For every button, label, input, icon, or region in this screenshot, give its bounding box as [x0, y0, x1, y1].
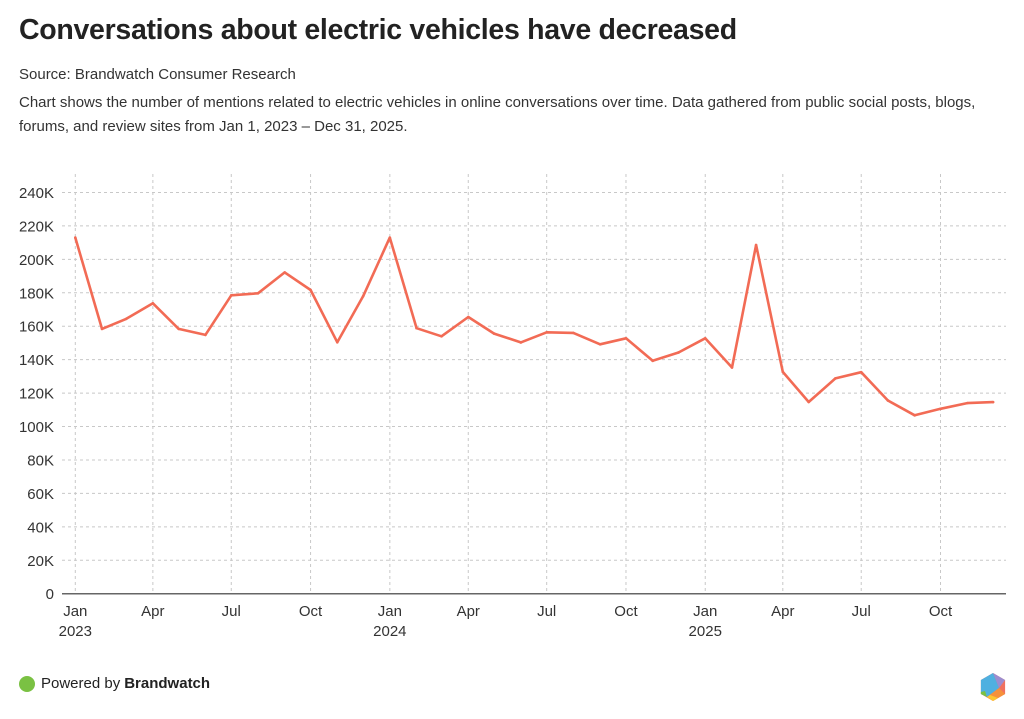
x-tick-label: Apr	[771, 603, 794, 620]
series-line-mentions	[74, 236, 995, 417]
data-point-2025-04	[781, 370, 785, 374]
data-point-2023-03	[124, 317, 128, 321]
y-tick-label: 240K	[19, 185, 54, 202]
y-tick-label: 220K	[19, 218, 54, 235]
x-tick-label: Jan	[63, 603, 87, 620]
x-tick-label: Jan	[378, 603, 402, 620]
data-point-2023-11	[335, 340, 339, 344]
brand-name: Brandwatch	[124, 675, 211, 692]
data-point-2023-09	[283, 271, 287, 274]
chart-description: Chart shows the number of mentions relat…	[19, 94, 976, 135]
y-tick-label: 160K	[19, 319, 54, 336]
y-tick-label: 80K	[27, 452, 54, 469]
data-point-2024-09	[598, 342, 602, 346]
x-tick-label: Apr	[457, 603, 480, 620]
y-tick-label: 180K	[19, 285, 54, 302]
data-point-2023-01	[74, 236, 77, 239]
data-point-2023-08	[256, 292, 260, 295]
data-point-2023-05	[177, 327, 181, 331]
chart-title: Conversations about electric vehicles ha…	[19, 14, 737, 46]
y-tick-label: 60K	[27, 486, 54, 503]
x-tick-label: Jul	[852, 603, 871, 620]
data-point-2024-08	[572, 331, 575, 335]
y-tick-label: 120K	[19, 386, 54, 403]
x-tick-label: Oct	[929, 603, 953, 620]
y-tick-label: 40K	[27, 519, 54, 536]
data-point-2025-01	[703, 336, 707, 340]
y-tick-label: 200K	[19, 252, 54, 269]
data-point-2024-11	[651, 359, 654, 363]
data-point-2025-09	[913, 414, 916, 417]
data-point-2023-04	[151, 302, 155, 305]
data-point-2025-10	[939, 407, 942, 411]
brandwatch-hexagon-logo-icon[interactable]	[978, 671, 1008, 703]
data-point-2024-07	[545, 330, 548, 334]
data-point-2023-02	[100, 327, 104, 331]
data-point-2023-12	[361, 295, 365, 298]
data-point-2025-03	[754, 243, 758, 247]
grid	[62, 174, 1006, 594]
y-tick-label: 20K	[27, 553, 54, 570]
data-point-2024-03	[440, 334, 443, 338]
data-point-2023-10	[309, 288, 312, 292]
x-tick-label: Oct	[614, 603, 638, 620]
data-point-2025-08	[886, 399, 890, 402]
data-point-2025-07	[859, 370, 863, 374]
y-tick-label: 140K	[19, 352, 54, 369]
brandwatch-dot-icon	[19, 675, 35, 692]
x-tick-year-label: 2025	[689, 623, 722, 640]
data-point-2024-02	[415, 326, 418, 330]
y-axis: 0 20K 40K 60K 80K 100K 120K 140K 160K 180K 200K 220…	[19, 185, 54, 603]
y-tick-label: 0	[46, 586, 54, 603]
data-point-2025-11	[965, 401, 969, 405]
data-point-2024-01	[388, 236, 392, 239]
x-axis: Jan 2023 Apr Jul Oct Jan 2024 Apr Jul Oct Jan 2025 A…	[59, 592, 1006, 640]
chart-source: Source: Brandwatch Consumer Research	[19, 66, 296, 83]
data-point-2024-10	[624, 336, 628, 340]
powered-by-label: Powered by	[41, 675, 121, 692]
x-tick-year-label: 2024	[373, 623, 406, 640]
x-tick-year-label: 2023	[59, 623, 92, 640]
powered-by[interactable]: Powered by Brandwatch	[19, 675, 210, 692]
series-group	[74, 236, 995, 417]
x-tick-label: Jul	[222, 603, 241, 620]
data-point-2025-06	[834, 377, 837, 380]
x-tick-label: Jan	[693, 603, 717, 620]
x-tick-label: Oct	[299, 603, 323, 620]
data-point-2025-05	[807, 400, 810, 404]
data-point-2023-06	[204, 333, 207, 337]
x-tick-label: Apr	[141, 603, 164, 620]
data-point-2023-07	[229, 294, 233, 297]
data-point-2024-06	[519, 341, 523, 344]
data-point-2024-12	[677, 351, 680, 354]
data-point-2025-12	[991, 400, 995, 404]
x-tick-label: Jul	[537, 603, 556, 620]
y-tick-label: 100K	[19, 419, 54, 436]
data-point-2024-04	[466, 315, 470, 319]
data-point-2025-02	[730, 366, 734, 369]
data-point-2024-05	[492, 332, 496, 335]
